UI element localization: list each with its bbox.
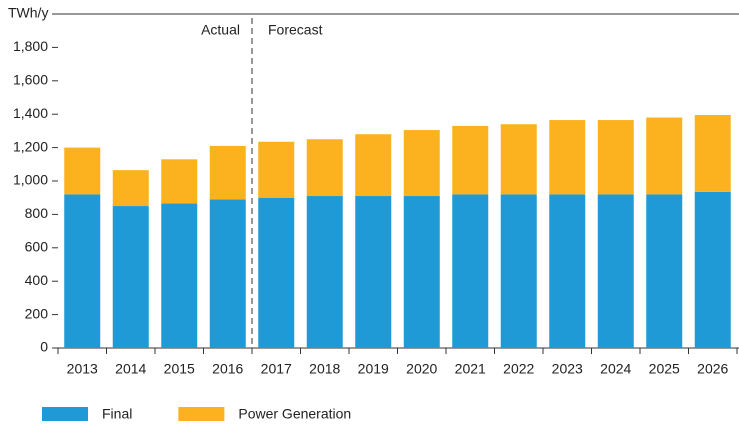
- legend-swatch: [42, 407, 88, 421]
- bar-segment: [452, 125, 489, 195]
- x-tick-label: 2014: [115, 361, 146, 377]
- x-tick-label: 2018: [309, 361, 340, 377]
- annotation: Forecast: [268, 22, 323, 38]
- x-tick-label: 2022: [503, 361, 534, 377]
- x-tick-label: 2021: [455, 361, 486, 377]
- y-tick-label: 1,800: [13, 38, 48, 54]
- y-tick-label: 800: [25, 205, 49, 221]
- bar-segment: [694, 191, 731, 348]
- bar-segment: [500, 124, 537, 195]
- y-tick-label: 1,200: [13, 138, 48, 154]
- bar-segment: [694, 115, 731, 192]
- bar-segment: [112, 170, 149, 207]
- bar-segment: [161, 159, 198, 204]
- x-tick-label: 2026: [697, 361, 728, 377]
- legend-label: Power Generation: [238, 406, 351, 422]
- bar-segment: [258, 197, 295, 348]
- x-tick-label: 2013: [67, 361, 98, 377]
- x-tick-label: 2025: [649, 361, 680, 377]
- y-tick-label: 0: [40, 339, 48, 355]
- x-tick-label: 2020: [406, 361, 437, 377]
- y-tick-label: 200: [25, 305, 49, 321]
- legend-swatch: [178, 407, 225, 421]
- bar-segment: [112, 206, 149, 348]
- x-tick-label: 2015: [164, 361, 195, 377]
- x-tick-label: 2016: [212, 361, 243, 377]
- bar-segment: [355, 196, 392, 348]
- x-tick-label: 2023: [552, 361, 583, 377]
- bar-segment: [209, 145, 246, 200]
- y-tick-label: 400: [25, 272, 49, 288]
- bar-segment: [549, 194, 586, 348]
- bar-segment: [258, 141, 295, 198]
- y-tick-label: 600: [25, 239, 49, 255]
- bar-segment: [500, 194, 537, 348]
- bar-segment: [306, 196, 343, 348]
- bar-segment: [646, 117, 683, 195]
- bar-segment: [452, 194, 489, 348]
- bar-segment: [64, 147, 101, 195]
- y-tick-label: 1,000: [13, 172, 48, 188]
- legend-label: Final: [102, 406, 132, 422]
- bar-segment: [209, 199, 246, 348]
- x-tick-label: 2017: [261, 361, 292, 377]
- y-tick-label: 1,400: [13, 105, 48, 121]
- bar-segment: [306, 139, 343, 197]
- y-tick-label: TWh/y: [8, 5, 48, 21]
- bar-segment: [161, 203, 198, 348]
- x-tick-label: 2019: [358, 361, 389, 377]
- bar-segment: [403, 196, 440, 348]
- bar-segment: [64, 194, 101, 348]
- y-tick-label: 1,600: [13, 72, 48, 88]
- bar-segment: [355, 134, 392, 197]
- bar-segment: [646, 194, 683, 348]
- x-tick-label: 2024: [600, 361, 631, 377]
- bar-segment: [549, 120, 586, 195]
- bar-segment: [403, 130, 440, 197]
- bar-segment: [597, 120, 634, 195]
- annotation: Actual: [201, 22, 240, 38]
- bar-segment: [597, 194, 634, 348]
